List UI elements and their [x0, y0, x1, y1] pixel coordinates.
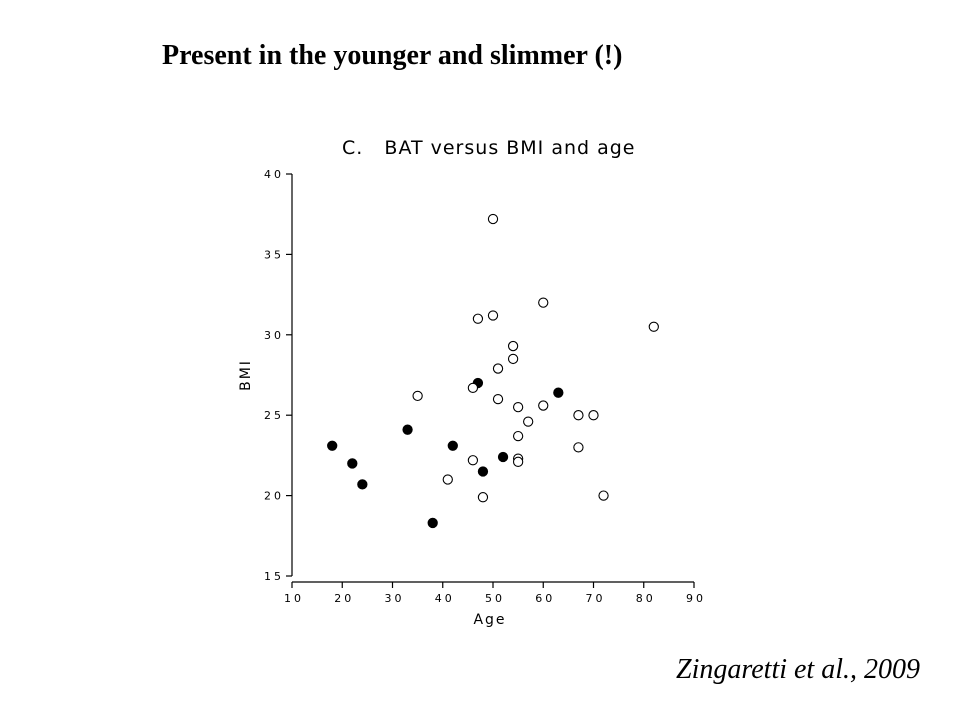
y-tick-label: 30: [264, 329, 284, 342]
data-point-open: [492, 363, 504, 374]
data-point-open: [467, 382, 479, 394]
data-point-filled: [357, 479, 368, 490]
data-point-filled: [477, 466, 489, 477]
data-point-open: [492, 393, 504, 405]
data-point-filled: [497, 451, 509, 463]
x-tick-label: 80: [636, 592, 656, 605]
data-point-open: [487, 310, 499, 321]
data-point-open: [512, 456, 524, 467]
data-point-open: [507, 340, 519, 352]
x-tick-label: 50: [485, 592, 505, 605]
y-tick-label: 20: [264, 490, 284, 503]
x-axis-label: Age: [473, 612, 506, 628]
data-point-open: [442, 474, 453, 485]
data-point-open: [512, 430, 524, 442]
data-point-open: [472, 313, 484, 324]
data-points: [327, 213, 659, 529]
data-point-filled: [427, 517, 438, 529]
data-point-filled: [553, 387, 564, 398]
y-axis-ticks: 15 20 25 30 35 40: [264, 168, 292, 583]
x-tick-label: 10: [284, 592, 304, 605]
data-point-filled: [327, 440, 338, 451]
data-point-open: [412, 390, 423, 402]
data-point-open: [648, 321, 659, 332]
data-point-filled: [347, 458, 358, 469]
y-tick-label: 40: [264, 168, 284, 181]
data-point-open: [512, 402, 524, 413]
data-point-open: [588, 410, 599, 421]
x-tick-label: 30: [385, 592, 405, 605]
y-tick-label: 15: [264, 570, 284, 583]
x-tick-label: 70: [586, 592, 606, 605]
data-point-open: [538, 297, 549, 308]
chart-title: C. BAT versus BMI and age: [342, 137, 636, 159]
data-point-open: [487, 213, 499, 225]
x-tick-label: 90: [686, 592, 706, 605]
data-point-open: [477, 492, 489, 503]
y-tick-label: 35: [264, 248, 284, 261]
data-point-open: [598, 490, 609, 501]
x-tick-label: 40: [435, 592, 455, 605]
x-tick-label: 60: [535, 592, 555, 605]
y-tick-label: 25: [264, 409, 284, 422]
data-point-filled: [447, 440, 458, 451]
x-tick-label: 20: [334, 592, 354, 605]
x-axis-ticks: 10 20 30 40 50 60 70 80 90: [284, 582, 706, 605]
data-point-open: [538, 400, 549, 411]
data-point-filled: [402, 424, 413, 435]
data-point-open: [523, 416, 534, 427]
citation: Zingaretti et al., 2009: [676, 654, 920, 685]
data-point-open: [573, 410, 584, 421]
data-point-open: [507, 353, 519, 365]
data-point-open: [573, 442, 584, 453]
data-point-open: [467, 455, 479, 466]
slide-title: Present in the younger and slimmer (!): [162, 40, 623, 71]
y-axis-label: BMI: [238, 359, 254, 391]
